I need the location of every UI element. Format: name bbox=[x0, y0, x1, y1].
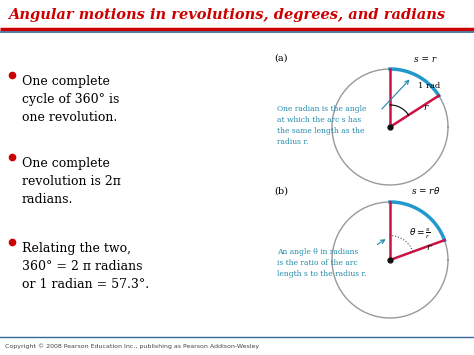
Text: One radian is the angle
at which the arc s has
the same length as the
radius r.: One radian is the angle at which the arc… bbox=[277, 105, 366, 146]
Text: One complete
cycle of 360° is
one revolution.: One complete cycle of 360° is one revolu… bbox=[22, 75, 119, 124]
Text: r: r bbox=[423, 103, 428, 111]
Text: $\theta = \frac{s}{r}$: $\theta = \frac{s}{r}$ bbox=[409, 227, 431, 241]
Text: Copyright © 2008 Pearson Education Inc., publishing as Pearson Addison-Wesley: Copyright © 2008 Pearson Education Inc.,… bbox=[5, 343, 259, 349]
Text: One complete
revolution is 2π
radians.: One complete revolution is 2π radians. bbox=[22, 157, 121, 206]
Text: (b): (b) bbox=[274, 187, 288, 196]
Text: Angular motions in revolutions, degrees, and radians: Angular motions in revolutions, degrees,… bbox=[8, 8, 445, 22]
Text: 1 rad: 1 rad bbox=[418, 82, 440, 90]
Text: s = r$\theta$: s = r$\theta$ bbox=[411, 185, 440, 196]
Text: s = r: s = r bbox=[414, 55, 436, 64]
Text: Relating the two,
360° = 2 π radians
or 1 radian = 57.3°.: Relating the two, 360° = 2 π radians or … bbox=[22, 242, 149, 291]
Text: r: r bbox=[427, 243, 431, 252]
Text: An angle θ in radians
is the ratio of the arc
length s to the radius r.: An angle θ in radians is the ratio of th… bbox=[277, 248, 366, 278]
Text: (a): (a) bbox=[274, 54, 288, 63]
